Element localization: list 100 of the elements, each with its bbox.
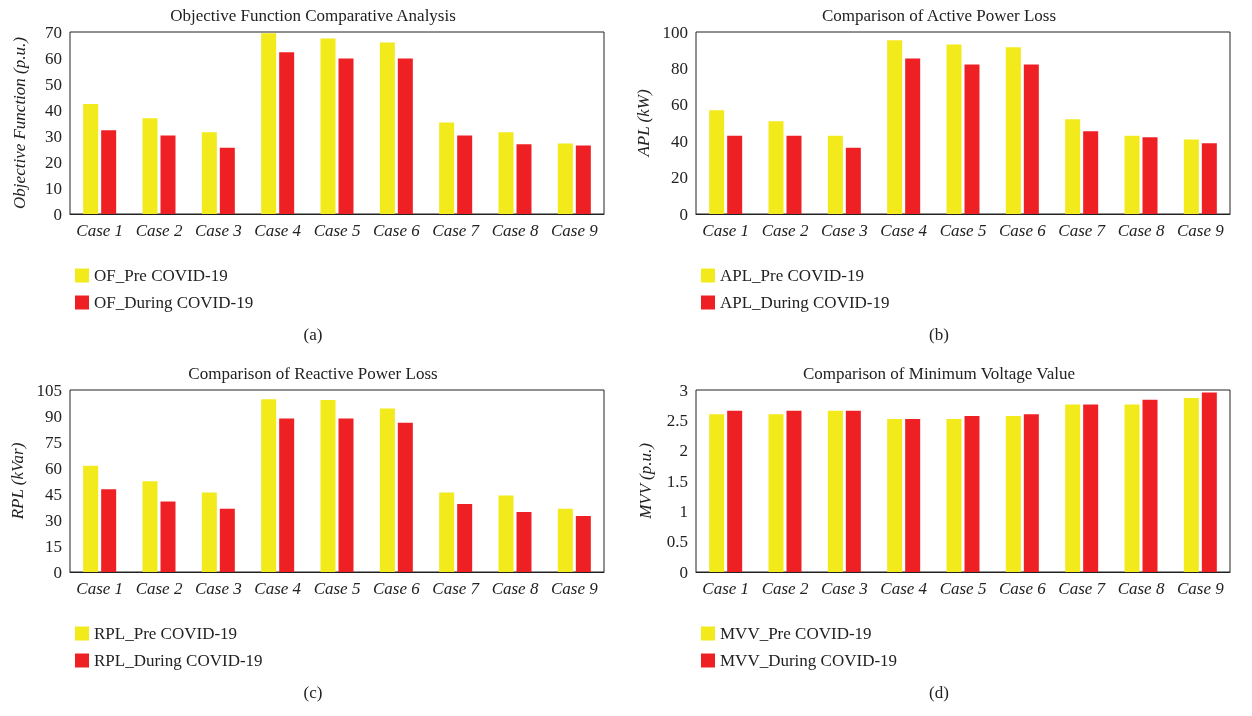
bar	[397, 422, 413, 572]
bar	[379, 408, 395, 572]
y-tick-label: 30	[45, 510, 62, 530]
y-tick-label: 75	[45, 432, 62, 452]
y-tick-label: 15	[45, 536, 62, 556]
bar	[498, 495, 514, 572]
y-axis-title: MVV (p.u.)	[636, 442, 655, 520]
x-tick-label: Case 9	[550, 221, 599, 240]
bar	[1023, 64, 1039, 214]
bar	[964, 64, 980, 214]
bar	[1083, 131, 1099, 214]
x-tick-label: Case 2	[761, 579, 809, 598]
y-tick-label: 90	[45, 406, 62, 426]
x-tick-label: Case 1	[702, 579, 750, 598]
x-tick-label: Case 7	[432, 579, 481, 598]
bar	[83, 465, 99, 572]
y-tick-label: 0	[679, 562, 688, 582]
bar	[439, 492, 455, 572]
text: (b)	[929, 325, 949, 344]
x-tick-label: Case 6	[372, 579, 421, 598]
y-tick-label: 0.5	[666, 532, 688, 552]
x-tick-label: Case 8	[1117, 579, 1165, 598]
bar	[498, 132, 514, 214]
bar	[516, 512, 532, 572]
x-tick-label: Case 3	[820, 579, 868, 598]
bar	[142, 481, 158, 572]
legend-label: OF_Pre COVID-19	[94, 266, 228, 285]
bar	[439, 122, 455, 214]
x-tick-label: Case 9	[1176, 221, 1225, 240]
bar	[219, 147, 235, 214]
y-tick-label: 2.5	[666, 410, 688, 430]
x-tick-label: Case 9	[1176, 579, 1225, 598]
y-tick-label: 1	[679, 501, 688, 521]
bar	[101, 130, 117, 214]
x-tick-label: Case 5	[939, 579, 987, 598]
x-tick-label: Case 7	[1058, 579, 1107, 598]
bar	[320, 38, 336, 214]
y-axis-title: Objective Function (p.u.)	[10, 36, 29, 209]
x-tick-label: Case 3	[194, 221, 242, 240]
bar	[1005, 47, 1021, 214]
bar	[279, 418, 295, 572]
bar	[160, 501, 176, 572]
chart-title: Comparison of Reactive Power Loss	[188, 364, 438, 383]
x-tick-label: Case 2	[761, 221, 809, 240]
bar	[575, 145, 591, 214]
y-axis-title: RPL (kVar)	[7, 442, 27, 521]
legend-label: RPL_During COVID-19	[94, 651, 263, 670]
x-tick-label: Case 1	[702, 221, 750, 240]
x-tick-label: Case 8	[1117, 221, 1165, 240]
legend-label: RPL_Pre COVID-19	[94, 624, 238, 643]
x-tick-label: Case 4	[880, 579, 928, 598]
text: (a)	[303, 325, 323, 344]
bar	[575, 516, 591, 572]
bar	[201, 492, 217, 572]
y-tick-label: 60	[45, 458, 62, 478]
y-tick-label: 100	[662, 22, 688, 42]
bar	[338, 58, 354, 214]
bar	[786, 135, 802, 214]
y-tick-label: 60	[45, 48, 62, 68]
legend-label: MVV_During COVID-19	[720, 651, 898, 670]
x-tick-label: Case 6	[372, 221, 421, 240]
x-tick-label: Case 5	[313, 221, 361, 240]
x-tick-label: Case 6	[998, 579, 1047, 598]
x-tick-label: Case 3	[820, 221, 868, 240]
chart-title: Objective Function Comparative Analysis	[170, 6, 456, 25]
bar	[379, 42, 395, 214]
y-tick-label: 80	[671, 58, 688, 78]
y-tick-label: 30	[45, 126, 62, 146]
bar	[261, 33, 277, 214]
x-tick-label: Case 4	[880, 221, 928, 240]
y-tick-label: 20	[671, 168, 688, 188]
x-tick-label: Case 5	[939, 221, 987, 240]
x-tick-label: Case 5	[313, 579, 361, 598]
bar	[827, 135, 843, 214]
y-tick-label: 3	[679, 380, 688, 400]
x-tick-label: Case 4	[254, 221, 302, 240]
bar	[1201, 143, 1217, 214]
x-tick-label: Case 4	[254, 579, 302, 598]
legend-label: APL_During COVID-19	[720, 293, 890, 312]
bar	[320, 400, 336, 572]
y-tick-label: 2	[679, 441, 688, 461]
text: (d)	[929, 683, 949, 702]
text: (c)	[303, 683, 323, 702]
legend-label: MVV_Pre COVID-19	[720, 624, 872, 643]
x-tick-label: Case 6	[998, 221, 1047, 240]
x-tick-label: Case 9	[550, 579, 599, 598]
bar	[557, 143, 573, 214]
x-tick-label: Case 7	[1058, 221, 1107, 240]
bar	[160, 135, 176, 214]
bar	[279, 52, 295, 214]
y-tick-label: 40	[671, 131, 688, 151]
y-tick-label: 10	[45, 178, 62, 198]
bar	[219, 508, 235, 572]
bar	[338, 418, 354, 572]
bar	[1124, 135, 1140, 214]
x-tick-label: Case 7	[432, 221, 481, 240]
y-tick-label: 60	[671, 95, 688, 115]
bar	[946, 44, 962, 214]
x-tick-label: Case 1	[76, 221, 124, 240]
bar	[201, 132, 217, 214]
